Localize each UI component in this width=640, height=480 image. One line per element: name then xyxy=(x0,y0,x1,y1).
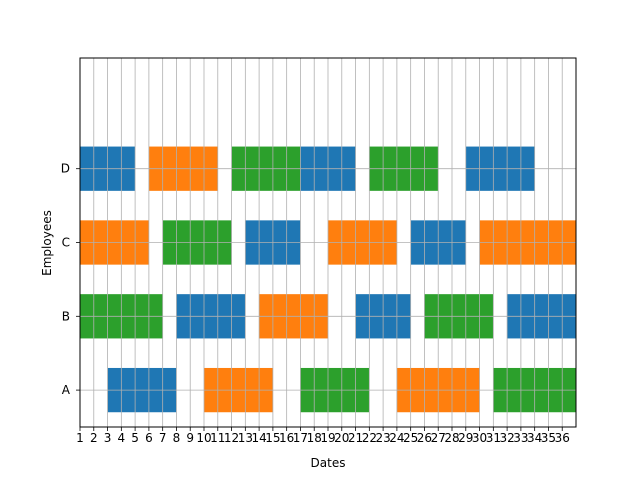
x-tick-label: 19 xyxy=(320,431,335,445)
x-tick-label: 8 xyxy=(173,431,181,445)
x-tick-label: 2 xyxy=(90,431,98,445)
plot-frame xyxy=(79,57,577,428)
x-tick-label: 24 xyxy=(389,431,404,445)
x-tick-label: 20 xyxy=(334,431,349,445)
x-tick-label: 6 xyxy=(145,431,153,445)
y-tick-label-d: D xyxy=(61,162,70,176)
x-tick-label: 36 xyxy=(555,431,570,445)
x-tick-label: 18 xyxy=(307,431,322,445)
x-tick-label: 35 xyxy=(541,431,556,445)
x-tick-label: 34 xyxy=(527,431,542,445)
y-axis-ticks: A B C D xyxy=(61,162,80,397)
x-tick-label: 4 xyxy=(118,431,126,445)
y-tick-label-b: B xyxy=(62,309,70,323)
x-axis-ticks: 1 2 3 4 5 6 7 8 9 1011121314151617181920212223242… xyxy=(76,427,570,445)
x-tick-label: 25 xyxy=(403,431,418,445)
x-tick-label: 27 xyxy=(431,431,446,445)
grid-lines xyxy=(79,58,576,427)
x-tick-label: 22 xyxy=(362,431,377,445)
x-tick-label: 1 xyxy=(76,431,84,445)
x-tick-label: 26 xyxy=(417,431,432,445)
x-tick-label: 23 xyxy=(375,431,390,445)
x-tick-label: 14 xyxy=(251,431,266,445)
y-tick-label-a: A xyxy=(62,383,71,397)
x-tick-label: 9 xyxy=(186,431,194,445)
x-tick-label: 13 xyxy=(238,431,253,445)
x-tick-label: 17 xyxy=(293,431,308,445)
y-axis-label: Employees xyxy=(40,210,54,276)
x-tick-label: 33 xyxy=(513,431,528,445)
x-tick-label: 21 xyxy=(348,431,363,445)
x-tick-label: 3 xyxy=(104,431,112,445)
x-tick-label: 5 xyxy=(131,431,139,445)
x-tick-label: 16 xyxy=(279,431,294,445)
x-tick-label: 11 xyxy=(210,431,225,445)
x-tick-label: 10 xyxy=(196,431,211,445)
x-tick-label: 31 xyxy=(486,431,501,445)
x-axis-label: Dates xyxy=(311,456,346,470)
x-tick-label: 28 xyxy=(444,431,459,445)
x-tick-label: 29 xyxy=(458,431,473,445)
x-tick-label: 12 xyxy=(224,431,239,445)
x-tick-label: 7 xyxy=(159,431,167,445)
y-tick-label-c: C xyxy=(62,236,70,250)
x-tick-label: 30 xyxy=(472,431,487,445)
x-tick-label: 15 xyxy=(265,431,280,445)
x-tick-label: 32 xyxy=(499,431,514,445)
